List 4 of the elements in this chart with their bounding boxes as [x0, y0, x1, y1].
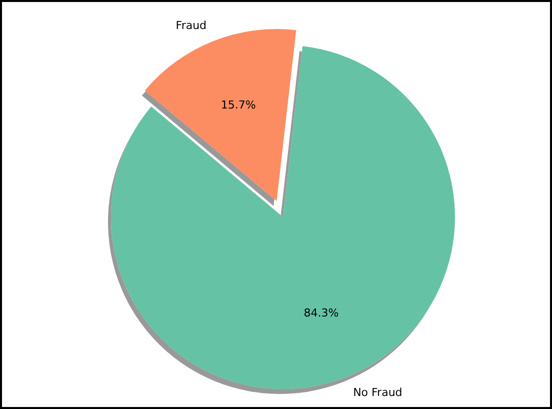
data-label: 15.7%	[220, 98, 256, 112]
slice-label: No Fraud	[353, 386, 402, 400]
data-label: 84.3%	[304, 306, 339, 320]
slice-label: Fraud	[176, 18, 207, 32]
